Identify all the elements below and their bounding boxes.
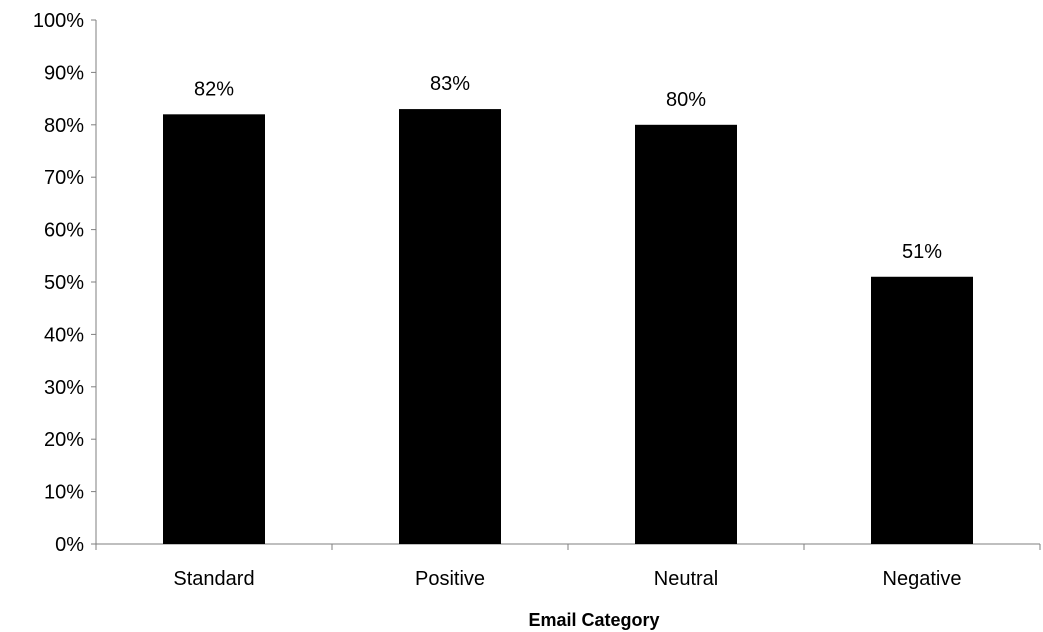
data-label-standard: 82%	[194, 78, 234, 100]
x-tick-label: Standard	[173, 568, 254, 590]
y-tick-label: 50%	[44, 272, 84, 294]
bar-standard	[163, 114, 265, 544]
y-tick-label: 90%	[44, 62, 84, 84]
y-axis: 0% 10% 20% 30% 40% 50% 60% 70% 80% 90% 100%	[33, 10, 97, 556]
y-tick-label: 0%	[55, 534, 84, 556]
data-label-positive: 83%	[430, 73, 470, 95]
y-tick-label: 100%	[33, 10, 84, 32]
y-tick-label: 70%	[44, 167, 84, 189]
y-tick-label: 10%	[44, 482, 84, 504]
data-labels: 82% 83% 80% 51%	[194, 73, 942, 263]
bar-positive	[399, 109, 501, 544]
bar-negative	[871, 276, 973, 544]
data-label-negative: 51%	[902, 241, 942, 263]
x-tick-label: Positive	[415, 568, 485, 590]
x-tick-label: Neutral	[654, 568, 718, 590]
y-tick-label: 30%	[44, 377, 84, 399]
y-tick-label: 60%	[44, 220, 84, 242]
x-tick-label: Negative	[883, 568, 962, 590]
x-axis-title: Email Category	[528, 610, 659, 630]
y-tick-label: 80%	[44, 115, 84, 137]
data-label-neutral: 80%	[666, 89, 706, 111]
y-tick-label: 40%	[44, 324, 84, 346]
bar-neutral	[635, 124, 737, 545]
y-tick-label: 20%	[44, 429, 84, 451]
bars	[163, 109, 973, 545]
x-axis: Standard Positive Neutral Negative	[95, 543, 1041, 590]
